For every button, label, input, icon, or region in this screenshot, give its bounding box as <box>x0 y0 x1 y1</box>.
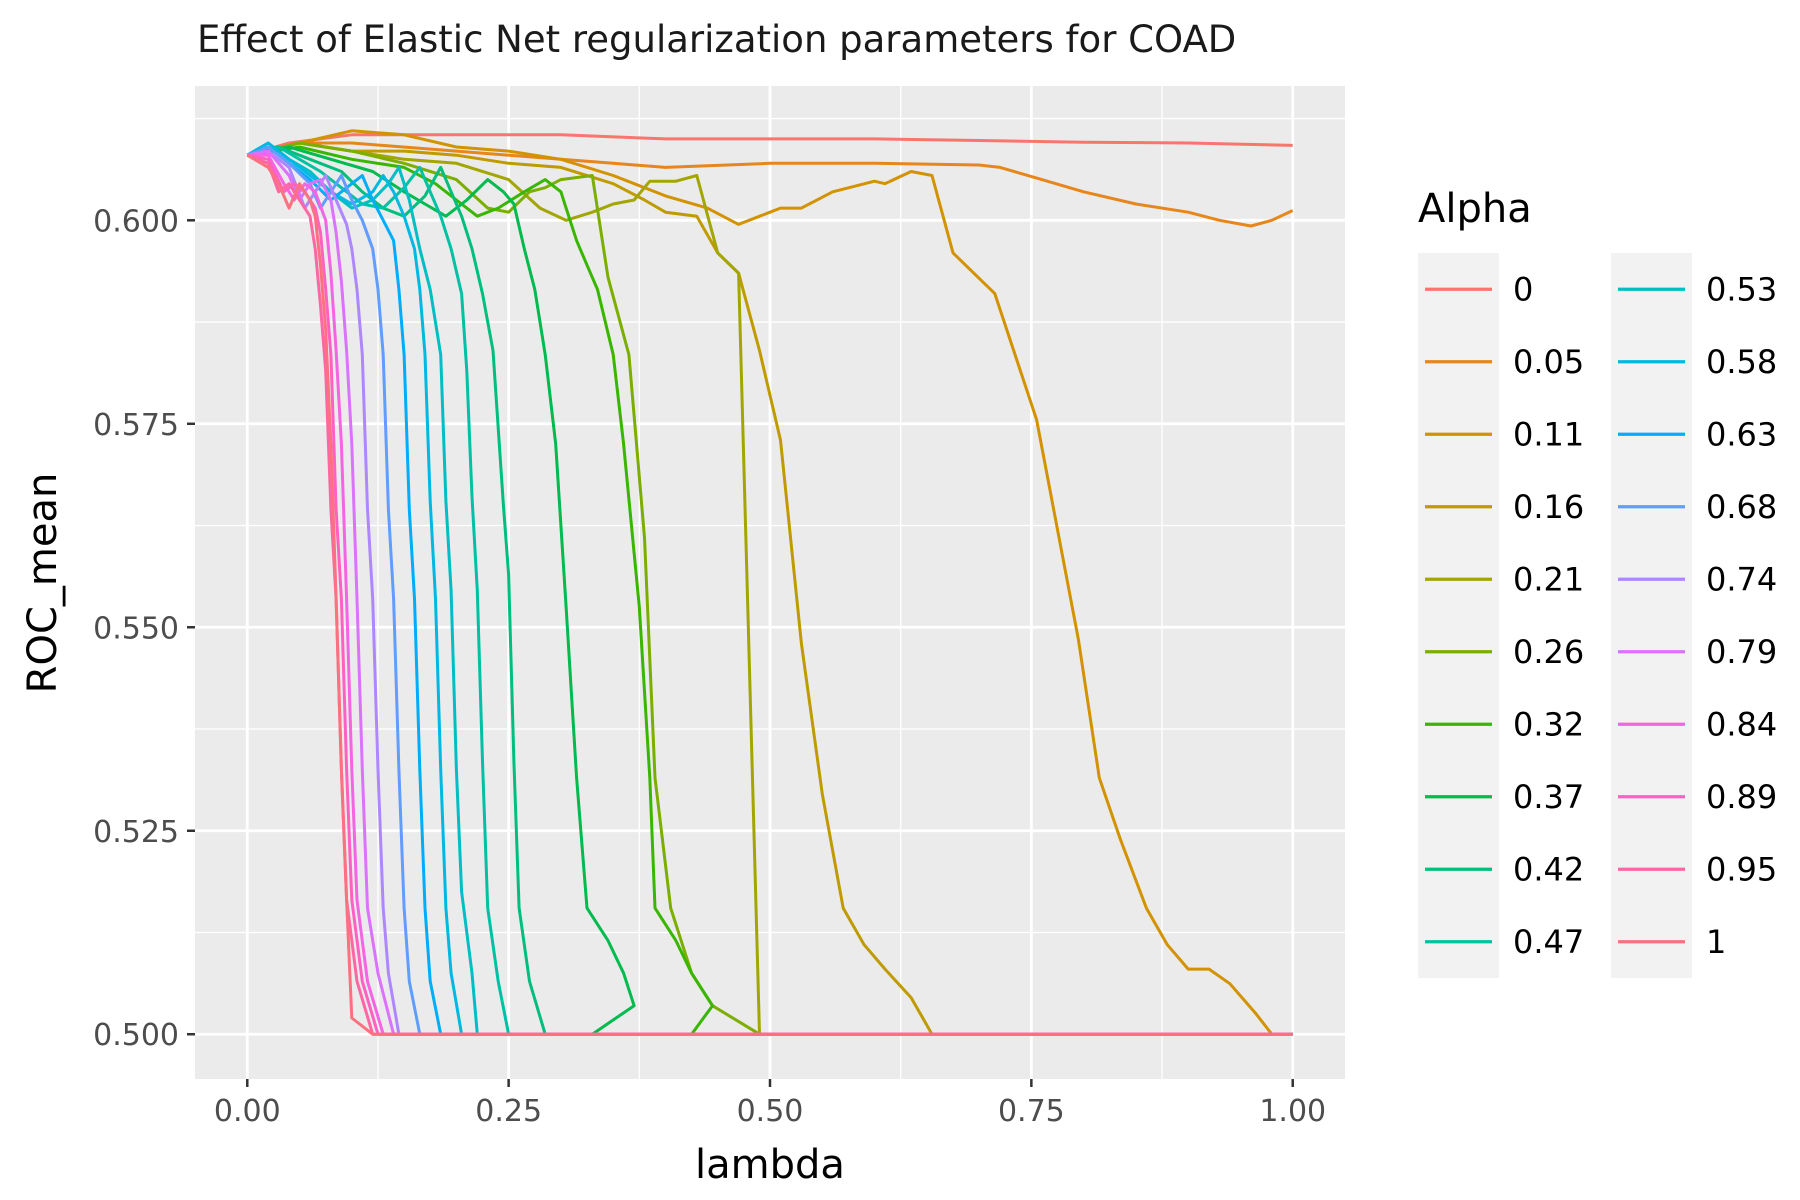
series-line-alpha-0-05 <box>246 141 1294 228</box>
legend-key-column <box>1611 253 1692 978</box>
series-line-alpha-0-95 <box>246 153 1293 1036</box>
series-line-alpha-0-63 <box>246 145 1293 1036</box>
y-tick-label: 0.550 <box>93 611 179 646</box>
legend-label: 0.05 <box>1513 343 1584 381</box>
legend-label: 0.58 <box>1706 343 1777 381</box>
legend-label: 0.68 <box>1706 488 1777 526</box>
x-tick-label: 0.25 <box>475 1094 542 1129</box>
series-layer <box>246 129 1294 1036</box>
legend-label: 0.74 <box>1706 560 1777 598</box>
series-line-alpha-0 <box>246 133 1293 157</box>
x-tick-label: 0.50 <box>737 1094 804 1129</box>
series-line-alpha-1 <box>246 153 1293 1036</box>
legend-label: 0.11 <box>1513 415 1584 453</box>
x-tick-label: 1.00 <box>1259 1094 1326 1129</box>
series-line-alpha-0-42 <box>246 145 1293 1036</box>
series-line-alpha-0-89 <box>247 153 1293 1036</box>
chart-title: Effect of Elastic Net regularization par… <box>197 18 1236 61</box>
legend-label: 0.95 <box>1706 850 1777 888</box>
legend-label: 1 <box>1706 923 1726 961</box>
series-line-alpha-0-58 <box>246 141 1293 1036</box>
series-line-alpha-0-37 <box>247 145 1293 1036</box>
y-tick-label: 0.525 <box>93 815 179 850</box>
y-tick-label: 0.600 <box>93 204 179 239</box>
legend-label: 0.16 <box>1513 488 1584 526</box>
series-line-alpha-0-32 <box>247 145 1293 1036</box>
y-tick-label: 0.500 <box>93 1018 179 1053</box>
series-line-alpha-0-11 <box>246 129 1293 1036</box>
legend-label: 0.26 <box>1513 633 1584 671</box>
legend-label: 0.21 <box>1513 560 1584 598</box>
x-tick-label: 0.75 <box>998 1094 1065 1129</box>
y-tick-label: 0.575 <box>93 408 179 443</box>
x-axis-title: lambda <box>695 1142 845 1188</box>
legend-label: 0.32 <box>1513 705 1584 743</box>
legend-label: 0.84 <box>1706 705 1777 743</box>
y-axis-title: ROC_mean <box>20 473 66 694</box>
legend-label: 0.89 <box>1706 778 1777 816</box>
legend-label: 0.37 <box>1513 778 1584 816</box>
series-line-alpha-0-21 <box>246 141 1293 1036</box>
legend-label: 0.63 <box>1706 415 1777 453</box>
legend-label: 0.42 <box>1513 850 1584 888</box>
legend-label: 0.47 <box>1513 923 1584 961</box>
legend-label: 0 <box>1513 270 1533 308</box>
legend: 0 0.05 0.11 0.16 0.21 0.26 0.32 0.37 0.42 0.47 0.5… <box>1418 253 1777 978</box>
x-tick-label: 0.00 <box>214 1094 281 1129</box>
series-line-alpha-0-53 <box>246 141 1293 1036</box>
legend-key-column <box>1418 253 1499 978</box>
series-line-alpha-0-74 <box>247 149 1293 1036</box>
series-line-alpha-0-26 <box>246 141 1293 1036</box>
ticks: 0.00 0.25 0.50 0.75 1.00 0.500 0.525 0.550 0.575… <box>93 204 1326 1129</box>
legend-label: 0.53 <box>1706 270 1777 308</box>
series-line-alpha-0-84 <box>247 153 1293 1036</box>
legend-title: Alpha <box>1418 186 1532 232</box>
legend-label: 0.79 <box>1706 633 1777 671</box>
